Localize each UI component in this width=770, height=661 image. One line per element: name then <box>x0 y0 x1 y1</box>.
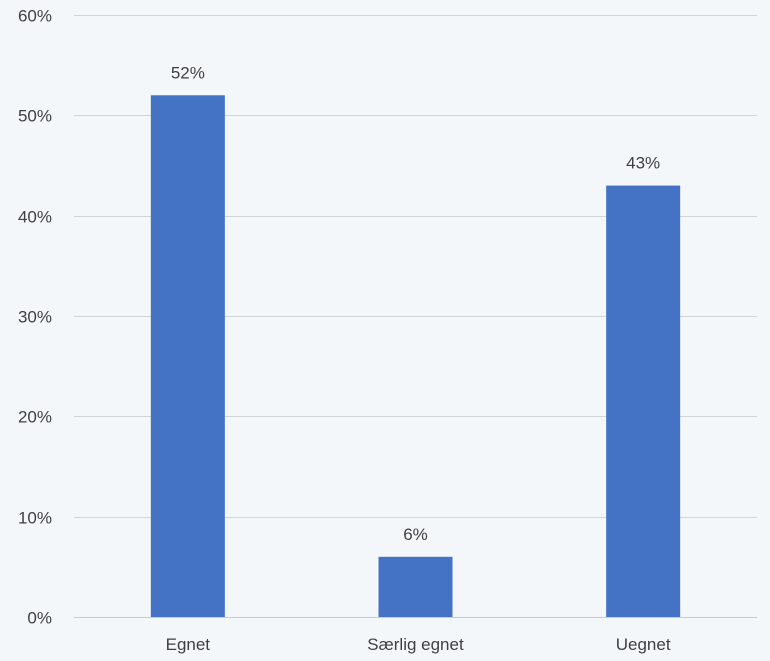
y-tick-label: 0% <box>27 609 52 628</box>
bar <box>150 95 225 618</box>
x-tick-label: Særlig egnet <box>367 635 464 654</box>
y-tick-label: 10% <box>18 509 52 528</box>
y-tick-label: 40% <box>18 208 52 227</box>
y-tick-label: 60% <box>18 7 52 26</box>
x-tick-label: Egnet <box>166 635 211 654</box>
bars <box>150 95 681 618</box>
data-label: 52% <box>171 63 205 82</box>
y-tick-label: 50% <box>18 107 52 126</box>
data-label: 43% <box>626 154 660 173</box>
data-labels: 52% 6% 43% <box>171 63 660 544</box>
y-tick-label: 30% <box>18 308 52 327</box>
bar <box>606 185 681 618</box>
y-tick-label: 20% <box>18 408 52 427</box>
bar <box>378 556 453 617</box>
y-axis-tick-labels: 0% 10% 20% 30% 40% 50% 60% <box>18 7 52 628</box>
x-tick-label: Uegnet <box>616 635 671 654</box>
x-axis-tick-labels: Egnet Særlig egnet Uegnet <box>166 635 671 654</box>
data-label: 6% <box>403 525 428 544</box>
